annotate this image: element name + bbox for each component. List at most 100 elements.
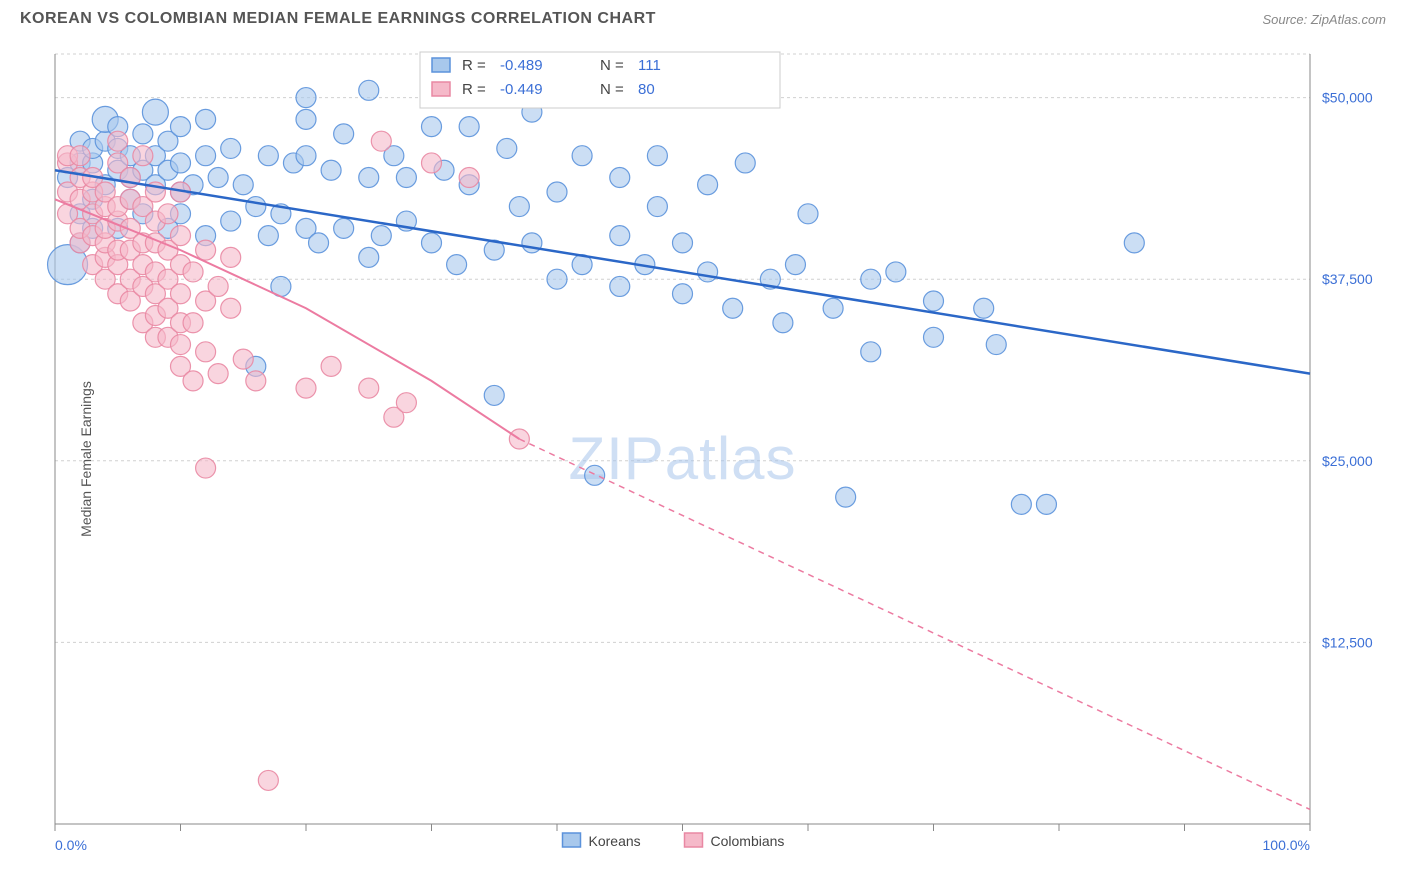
data-point: [221, 298, 241, 318]
data-point: [183, 371, 203, 391]
scatter-chart: $12,500$25,000$37,500$50,0000.0%100.0%ZI…: [0, 34, 1406, 884]
data-point: [673, 233, 693, 253]
trend-line: [55, 170, 1310, 373]
data-point: [133, 124, 153, 144]
y-axis-label: Median Female Earnings: [78, 381, 94, 537]
data-point: [359, 378, 379, 398]
data-point: [823, 298, 843, 318]
data-point: [924, 327, 944, 347]
data-point: [171, 335, 191, 355]
data-point: [321, 356, 341, 376]
data-point: [547, 182, 567, 202]
legend-r-label: R =: [462, 81, 486, 98]
legend-n-label: N =: [600, 81, 624, 98]
data-point: [610, 167, 630, 187]
data-point: [572, 146, 592, 166]
data-point: [334, 124, 354, 144]
data-point: [886, 262, 906, 282]
data-point: [171, 284, 191, 304]
legend-n-label: N =: [600, 57, 624, 74]
data-point: [208, 364, 228, 384]
data-point: [459, 117, 479, 137]
data-point: [171, 226, 191, 246]
data-point: [183, 262, 203, 282]
data-point: [334, 218, 354, 238]
data-point: [773, 313, 793, 333]
y-tick-label: $50,000: [1322, 90, 1373, 106]
data-point: [258, 146, 278, 166]
x-tick-label: 0.0%: [55, 837, 87, 853]
data-point: [647, 146, 667, 166]
data-point: [585, 465, 605, 485]
data-point: [221, 138, 241, 158]
x-tick-label: 100.0%: [1263, 837, 1310, 853]
data-point: [735, 153, 755, 173]
data-point: [785, 255, 805, 275]
data-point: [133, 146, 153, 166]
data-point: [698, 175, 718, 195]
data-point: [171, 117, 191, 137]
data-point: [321, 160, 341, 180]
data-point: [422, 233, 442, 253]
data-point: [196, 240, 216, 260]
data-point: [1011, 494, 1031, 514]
data-point: [924, 291, 944, 311]
data-point: [974, 298, 994, 318]
data-point: [70, 146, 90, 166]
legend-swatch: [432, 58, 450, 72]
data-point: [196, 458, 216, 478]
data-point: [258, 770, 278, 790]
legend-swatch: [563, 833, 581, 847]
data-point: [673, 284, 693, 304]
data-point: [258, 226, 278, 246]
data-point: [547, 269, 567, 289]
data-point: [861, 269, 881, 289]
data-point: [359, 167, 379, 187]
chart-title: KOREAN VS COLOMBIAN MEDIAN FEMALE EARNIN…: [20, 10, 656, 28]
data-point: [221, 211, 241, 231]
data-point: [698, 262, 718, 282]
y-tick-label: $25,000: [1322, 453, 1373, 469]
data-point: [798, 204, 818, 224]
data-point: [422, 153, 442, 173]
data-point: [647, 197, 667, 217]
data-point: [359, 80, 379, 100]
data-point: [246, 197, 266, 217]
data-point: [296, 146, 316, 166]
data-point: [171, 153, 191, 173]
data-point: [484, 385, 504, 405]
data-point: [233, 349, 253, 369]
data-point: [497, 138, 517, 158]
legend-swatch: [685, 833, 703, 847]
data-point: [459, 167, 479, 187]
data-point: [396, 393, 416, 413]
data-point: [723, 298, 743, 318]
legend-label: Koreans: [589, 833, 641, 849]
data-point: [309, 233, 329, 253]
data-point: [142, 99, 168, 125]
data-point: [447, 255, 467, 275]
data-point: [208, 167, 228, 187]
legend-r-value: -0.489: [500, 57, 543, 74]
data-point: [246, 371, 266, 391]
data-point: [183, 313, 203, 333]
data-point: [422, 117, 442, 137]
data-point: [836, 487, 856, 507]
data-point: [861, 342, 881, 362]
data-point: [359, 247, 379, 267]
legend-n-value: 80: [638, 81, 655, 98]
legend-label: Colombians: [711, 833, 785, 849]
data-point: [158, 204, 178, 224]
y-tick-label: $37,500: [1322, 271, 1373, 287]
legend-r-label: R =: [462, 57, 486, 74]
data-point: [610, 226, 630, 246]
chart-area: Median Female Earnings $12,500 $25,000 $37…: [0, 34, 1406, 884]
data-point: [233, 175, 253, 195]
data-point: [371, 131, 391, 151]
data-point: [108, 131, 128, 151]
chart-header: KOREAN VS COLOMBIAN MEDIAN FEMALE EARNIN…: [0, 0, 1406, 34]
y-tick-label: $12,500: [1322, 634, 1373, 650]
data-point: [1124, 233, 1144, 253]
data-point: [296, 109, 316, 129]
data-point: [296, 88, 316, 108]
